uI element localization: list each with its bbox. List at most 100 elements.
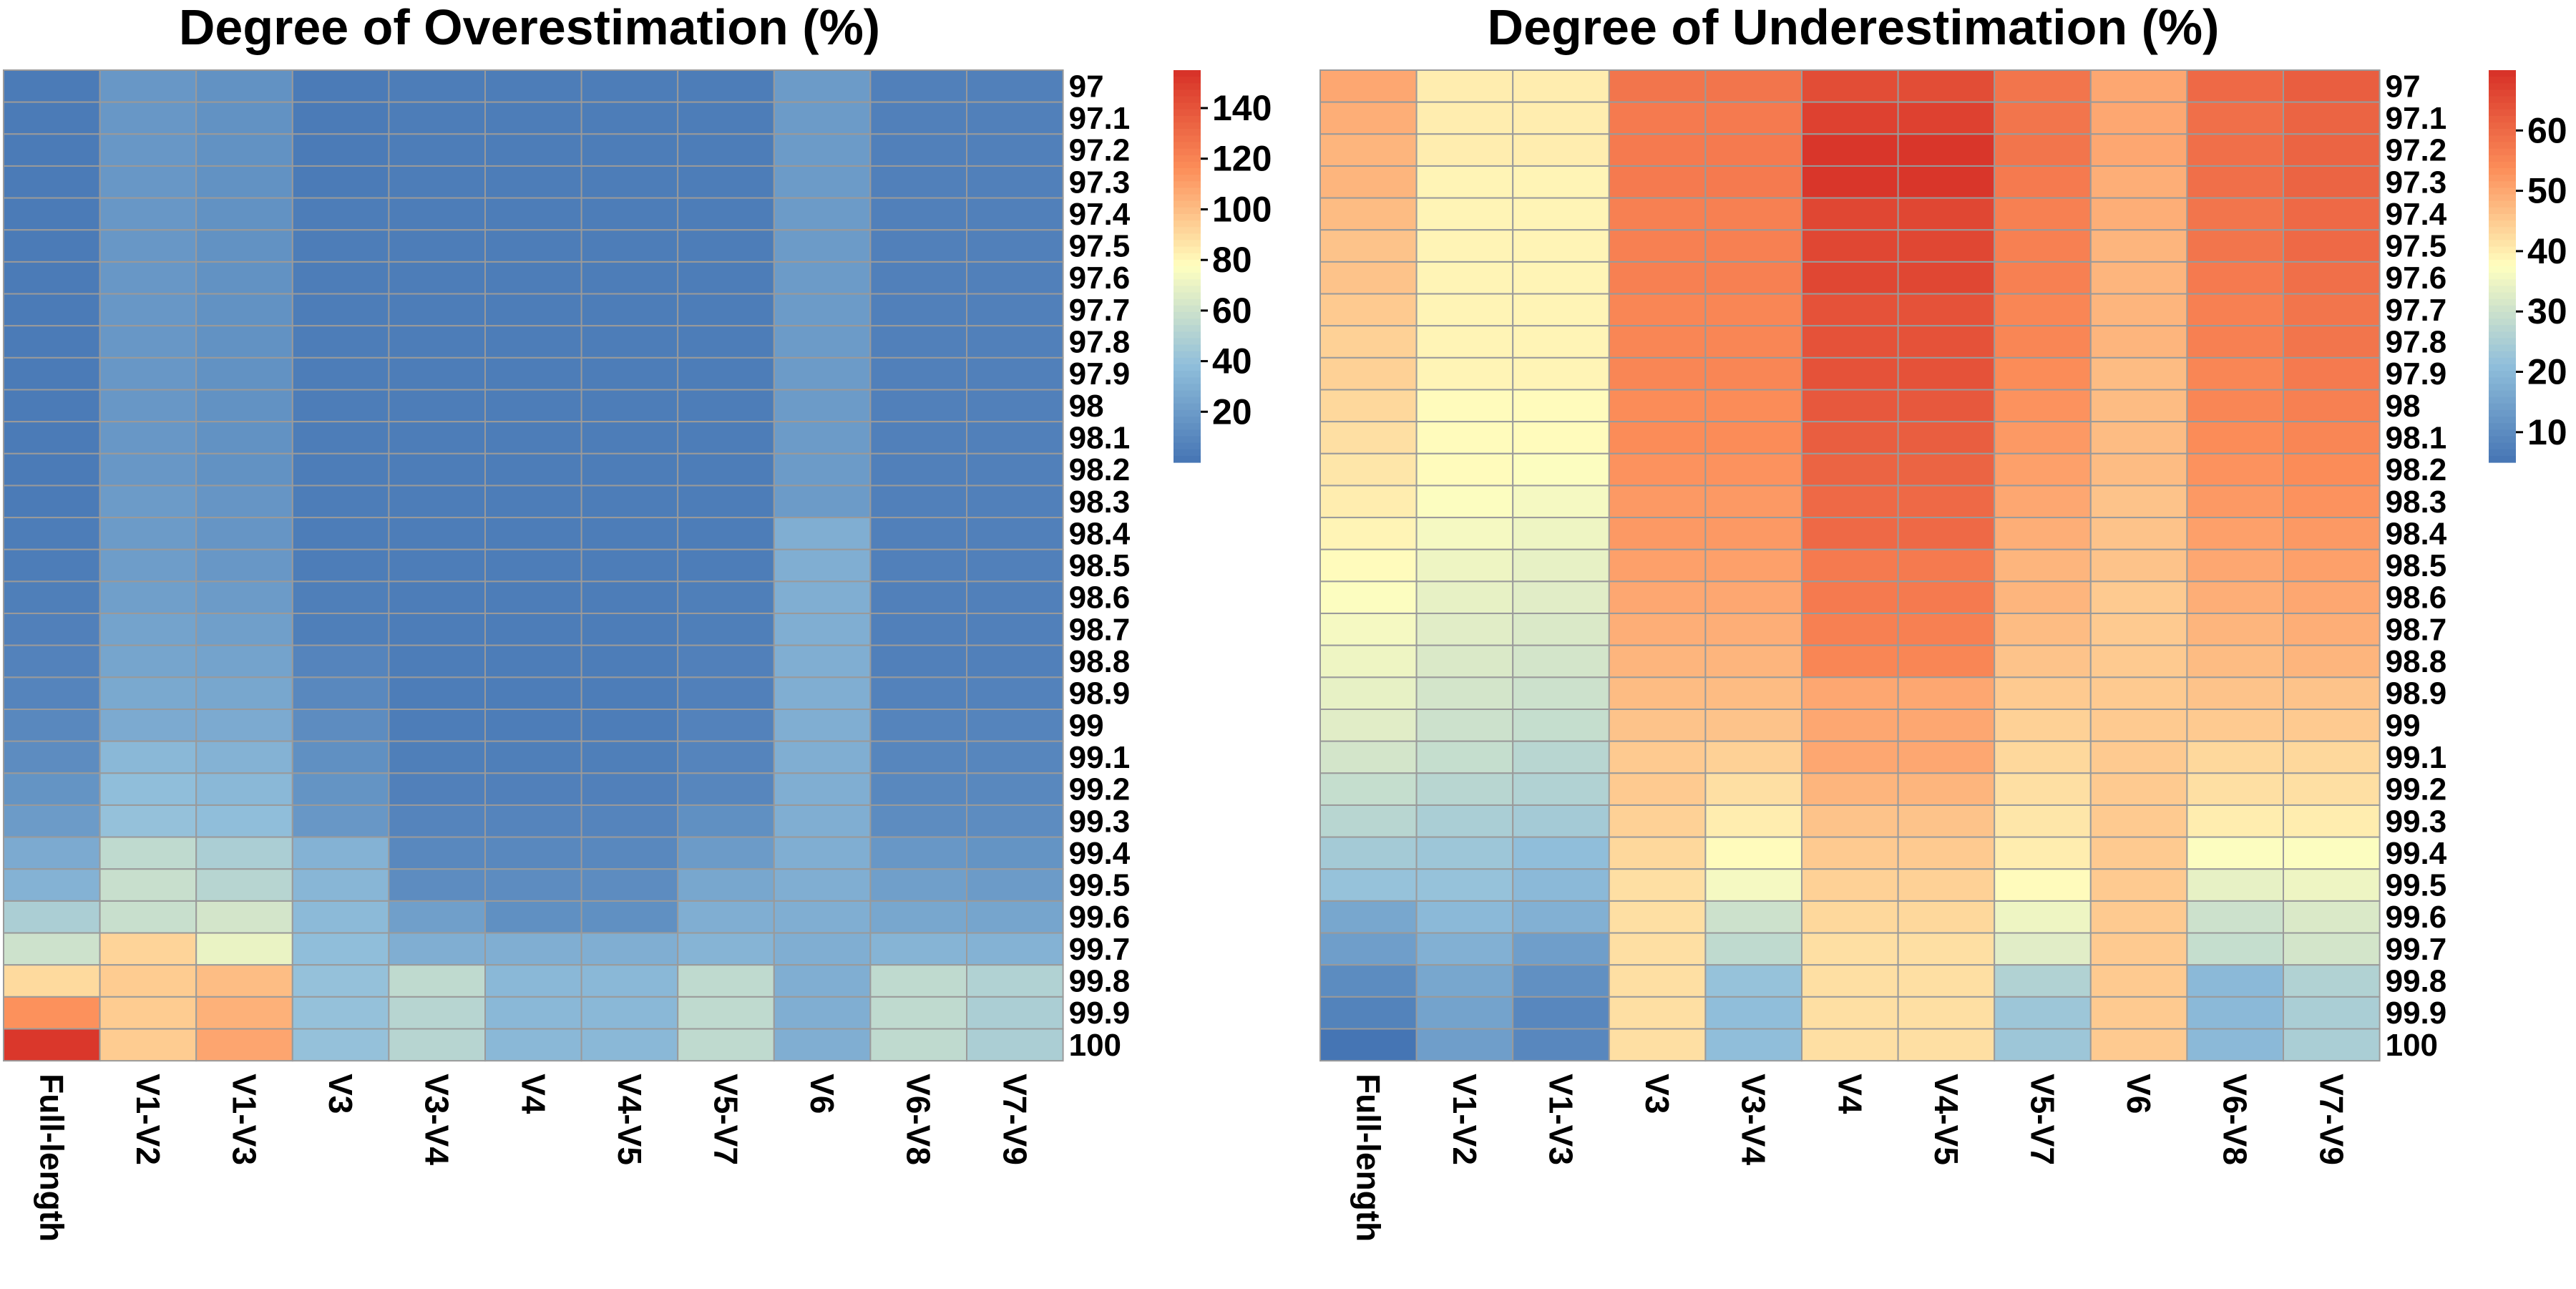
heatmap-cell [1512,644,1610,678]
heatmap-cell [1415,517,1514,550]
heatmap-cell [1319,676,1418,710]
heatmap-cell [1319,165,1418,199]
heatmap-cell [388,964,487,998]
heatmap-cell [1512,996,1610,1030]
legend-color-step [2489,442,2516,450]
legend-color-step [1174,200,1201,208]
heatmap-cell [1415,996,1514,1030]
row-label: 97.4 [1069,197,1131,232]
heatmap-cell [2089,165,2188,199]
heatmap-cell [1897,900,1996,934]
legend-color-step [2489,142,2516,150]
legend-color-step [2489,220,2516,228]
heatmap-cell [388,101,487,135]
heatmap-cell [484,932,582,966]
heatmap-cell [195,644,293,678]
row-label: 99 [1069,708,1104,743]
heatmap-cell [484,356,582,391]
heatmap-cell [1994,452,2092,487]
heatmap-cell [1897,452,1996,487]
heatmap-cell [388,452,487,487]
heatmap-cell [1415,452,1514,487]
legend-color-step [2489,331,2516,339]
legend-color-step [1174,161,1201,169]
heatmap-cell [1608,644,1707,678]
heatmap-cell [195,517,293,550]
heatmap-cell [1608,485,1707,519]
heatmap-cell [773,932,872,966]
legend-color-step [2489,259,2516,267]
row-label: 99.5 [2386,868,2447,903]
heatmap-cell [1801,868,1899,902]
heatmap-cell [1415,421,1514,454]
heatmap-cell [2089,261,2188,295]
heatmap-cell [1512,229,1610,263]
heatmap-cell [677,580,775,615]
heatmap-cell [1415,69,1514,103]
heatmap-cell [966,740,1064,774]
heatmap-cell [1801,165,1899,199]
heatmap-cell [291,836,390,870]
legend-color-step [2489,279,2516,286]
heatmap-cell [1704,676,1802,710]
heatmap-cell [1512,421,1610,454]
row-label: 99.9 [1069,996,1131,1031]
heatmap-cell [1319,804,1418,838]
heatmap-cell [2283,644,2381,678]
legend-color-step [1174,298,1201,306]
heatmap-cell [2186,996,2284,1030]
heatmap-cell [1512,133,1610,167]
heatmap-cell [1319,644,1418,678]
column-label: V3 [1639,1074,1676,1114]
heatmap-cell [773,613,872,646]
heatmap-cell [291,1028,390,1062]
heatmap-cell [1801,69,1899,103]
heatmap-cell [1994,740,2092,774]
heatmap-cell [1897,932,1996,966]
heatmap-cell [99,836,197,870]
heatmap-cell [580,932,679,966]
heatmap-cell [966,709,1064,742]
heatmap-cell [1994,676,2092,710]
heatmap-cell [1319,932,1418,966]
heatmap-cell [1415,356,1514,391]
heatmap-cell [1415,868,1514,902]
heatmap-cell [3,165,101,199]
heatmap-cell [2283,772,2381,806]
heatmap-cell [1994,709,2092,742]
heatmap-cell [966,356,1064,391]
heatmap-cell [1608,325,1707,359]
heatmap-cell [2283,389,2381,423]
heatmap-cell [580,356,679,391]
heatmap-cell [1415,932,1514,966]
heatmap-cell [195,293,293,327]
heatmap-cell [484,452,582,487]
heatmap-cell [2283,261,2381,295]
legend-color-step [2489,246,2516,254]
heatmap-cell [677,740,775,774]
heatmap-cell [2283,421,2381,454]
heatmap-cell [580,325,679,359]
legend-color-step [2489,292,2516,300]
heatmap-cell [291,644,390,678]
heatmap-cell [388,133,487,167]
heatmap-cell [195,197,293,231]
heatmap-cell [2186,517,2284,550]
heatmap-cell [1897,133,1996,167]
heatmap-cell [195,676,293,710]
legend-tick-label: 80 [1212,240,1252,280]
legend-color-step [2489,371,2516,378]
heatmap-cell [677,69,775,103]
heatmap-cell [1415,709,1514,742]
heatmap-cell [388,676,487,710]
heatmap-cell [1512,293,1610,327]
heatmap-cell [99,261,197,295]
heatmap-cell [2089,197,2188,231]
heatmap-cell [966,485,1064,519]
heatmap-cell [1897,356,1996,391]
heatmap-cell [1608,101,1707,135]
heatmap-cell [966,964,1064,998]
heatmap-cell [484,485,582,519]
heatmap-cell [2186,709,2284,742]
underestimation-title: Degree of Underestimation (%) [1488,0,2220,55]
